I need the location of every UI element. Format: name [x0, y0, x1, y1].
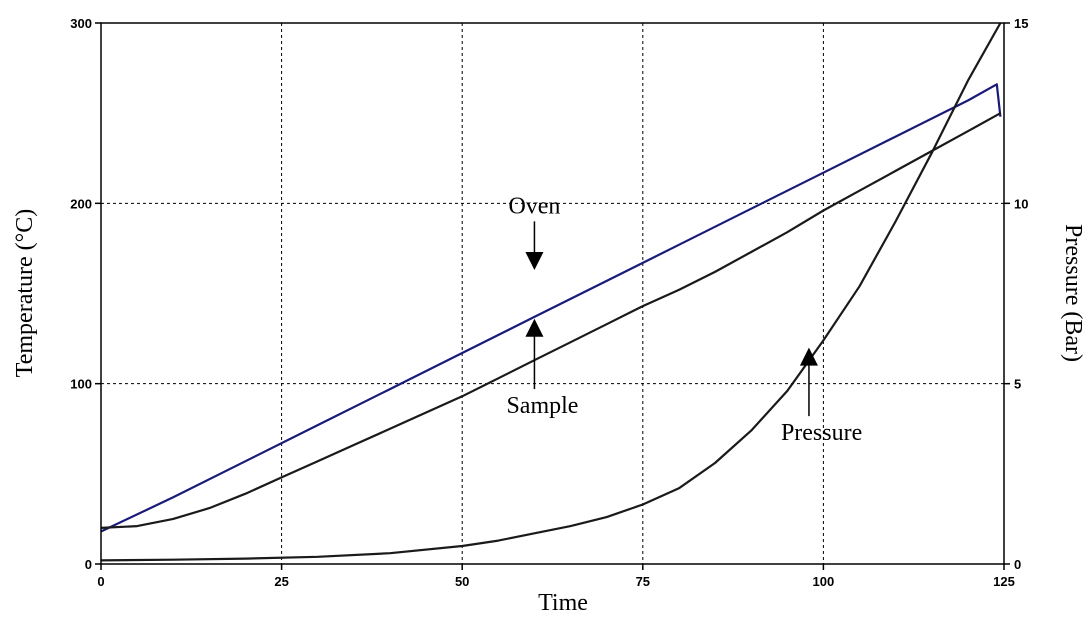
annotation-label-0: Oven [508, 193, 560, 219]
x-tick-label: 100 [813, 574, 835, 589]
tick-labels: 0 25 50 75 100 125 0 100 200 300 0 5 10 15 [70, 16, 1028, 589]
x-tick-label: 25 [274, 574, 288, 589]
grid-lines [101, 23, 1004, 564]
y-tick-label: 100 [70, 377, 92, 392]
x-tick-label: 75 [636, 574, 650, 589]
y2-tick-label: 0 [1014, 557, 1021, 572]
y-tick-label: 200 [70, 196, 92, 211]
y-tick-label: 0 [85, 557, 92, 572]
y-axis-title: Temperature (°C) [12, 209, 38, 378]
series-line-oven [100, 83, 1002, 533]
y2-tick-label: 10 [1014, 196, 1028, 211]
axis-ticks [95, 22, 1010, 570]
x-axis-title: Time [538, 590, 588, 616]
series-lines [100, 22, 1002, 562]
annotations: Oven Sample Pressure [506, 193, 862, 446]
y2-tick-label: 15 [1014, 16, 1028, 31]
annotation-arrow-head-1 [525, 318, 544, 337]
annotation-arrow-head-2 [799, 347, 818, 366]
x-tick-label: 0 [97, 574, 104, 589]
annotation-label-2: Pressure [781, 420, 862, 446]
series-line-pressure [100, 22, 1002, 562]
annotation-arrow-head-0 [525, 252, 544, 271]
y-tick-label: 300 [70, 16, 92, 31]
plot-frame [100, 22, 1005, 565]
x-tick-label: 50 [455, 574, 469, 589]
y2-tick-label: 5 [1014, 377, 1021, 392]
x-tick-label: 125 [993, 574, 1015, 589]
y2-axis-title: Pressure (Bar) [1060, 224, 1086, 362]
annotation-label-1: Sample [506, 393, 578, 419]
series-line-sample [100, 112, 1001, 529]
